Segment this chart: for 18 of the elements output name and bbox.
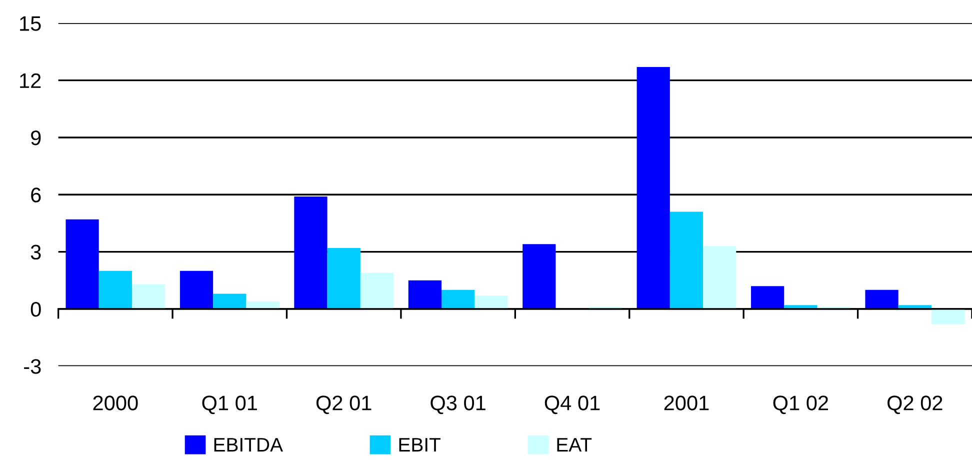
x-tick-label: Q4 01 (544, 396, 600, 414)
y-tick-label: 15 (20, 16, 41, 31)
legend-label: EBIT (399, 438, 440, 452)
y-tick-label: -3 (24, 359, 41, 374)
y-tick-label: 6 (31, 188, 41, 202)
x-tick-label: Q3 01 (430, 396, 486, 414)
y-tick-label: 3 (30, 244, 41, 260)
legend-label: EBITDA (214, 438, 283, 452)
y-tick-label: 12 (20, 73, 41, 88)
legend-label: EAT (557, 438, 592, 452)
x-tick-label: 2000 (93, 396, 138, 410)
y-tick-label: 0 (30, 302, 41, 317)
y-tick-label: 9 (31, 130, 41, 146)
x-tick-label: Q2 02 (888, 396, 942, 414)
x-tick-label: Q1 02 (773, 396, 828, 414)
x-tick-label: Q1 01 (202, 396, 257, 414)
x-tick-label: Q2 01 (316, 396, 372, 414)
x-tick-label: 2001 (664, 396, 709, 410)
